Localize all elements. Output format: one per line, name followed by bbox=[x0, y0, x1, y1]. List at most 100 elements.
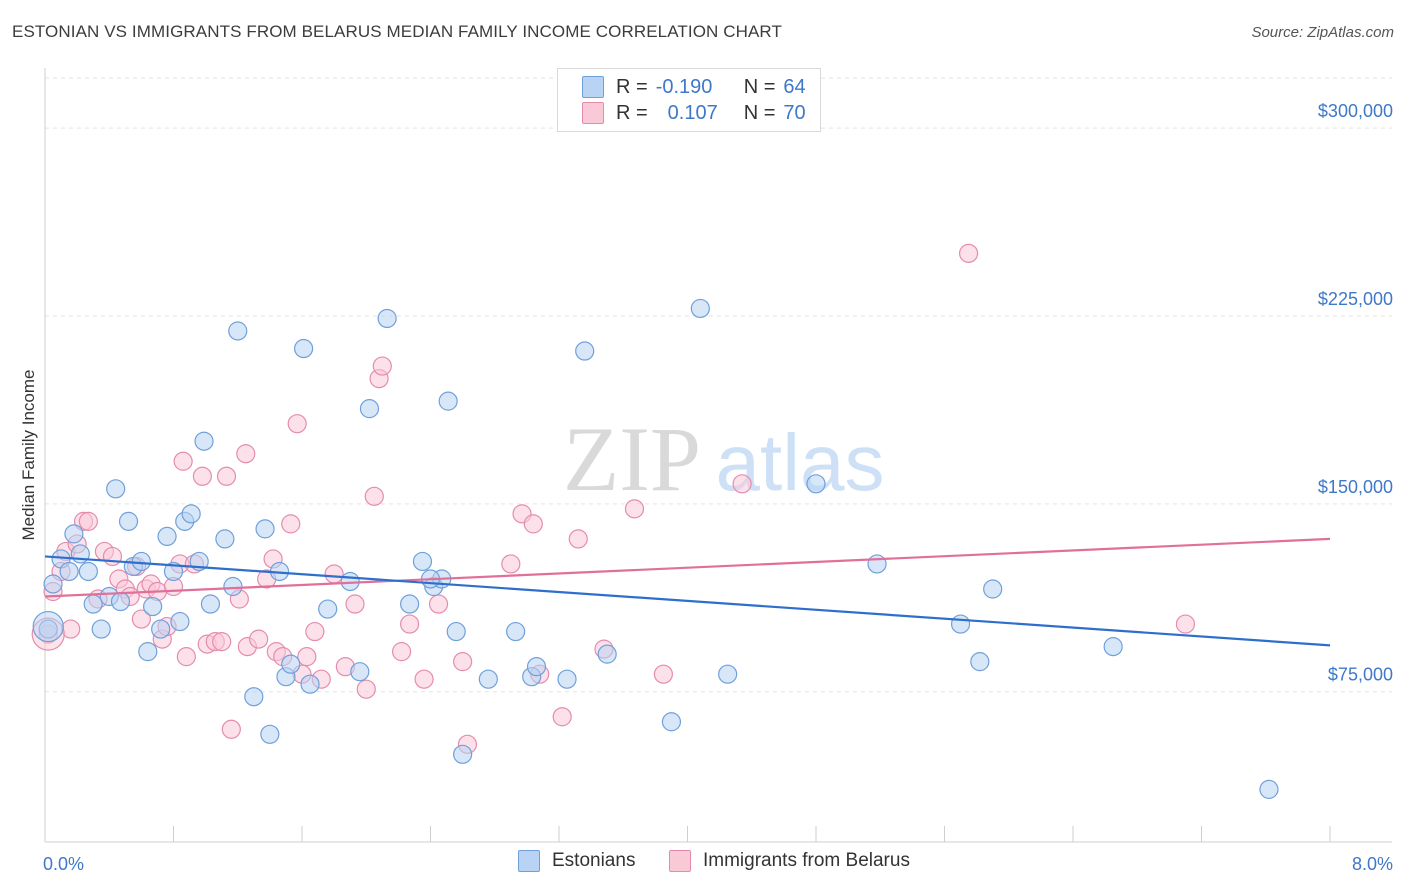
data-point bbox=[305, 621, 325, 642]
chart-title: ESTONIAN VS IMMIGRANTS FROM BELARUS MEDI… bbox=[12, 22, 782, 41]
y-tick-label: $75,000 bbox=[1328, 665, 1393, 685]
legend-swatch-pink bbox=[582, 102, 604, 124]
data-point bbox=[575, 341, 595, 361]
legend-row-estonians: R = -0.190 N = 64 bbox=[558, 74, 806, 100]
data-point bbox=[1175, 614, 1196, 634]
data-point bbox=[391, 642, 412, 662]
data-point bbox=[523, 514, 543, 534]
data-point bbox=[552, 707, 572, 727]
trend-line-estonians bbox=[44, 555, 1331, 647]
data-point bbox=[173, 451, 193, 471]
data-point bbox=[200, 594, 221, 614]
y-tick-label: $300,000 bbox=[1318, 101, 1393, 121]
data-point bbox=[661, 712, 682, 732]
data-point bbox=[151, 619, 171, 639]
data-point bbox=[597, 644, 617, 664]
legend-label-belarus: Immigrants from Belarus bbox=[703, 850, 910, 871]
data-point bbox=[43, 574, 63, 594]
x-tick-labels: 0.0% 8.0% bbox=[43, 854, 1393, 874]
data-point bbox=[143, 596, 163, 617]
data-point bbox=[138, 642, 158, 662]
data-point bbox=[501, 554, 521, 574]
correlation-legend: R = -0.190 N = 64 R = 0.107 N = 70 bbox=[557, 68, 821, 132]
legend-label-estonians: Estonians bbox=[552, 850, 636, 871]
data-point bbox=[983, 579, 1003, 599]
data-point bbox=[223, 576, 243, 597]
data-point bbox=[216, 466, 237, 486]
data-point bbox=[350, 662, 370, 682]
data-point bbox=[83, 594, 103, 614]
data-point bbox=[236, 444, 256, 464]
y-tick-label: $225,000 bbox=[1318, 289, 1393, 309]
data-point bbox=[181, 504, 201, 524]
data-point bbox=[194, 431, 214, 451]
data-point bbox=[249, 629, 269, 649]
data-point bbox=[215, 529, 235, 549]
data-point bbox=[364, 486, 384, 506]
data-point bbox=[356, 679, 376, 699]
data-point bbox=[732, 474, 752, 494]
data-point bbox=[163, 561, 184, 582]
data-point bbox=[506, 621, 526, 642]
data-point bbox=[157, 526, 177, 547]
watermark-zip: ZIP bbox=[563, 408, 701, 510]
data-point bbox=[958, 243, 979, 263]
data-point bbox=[372, 356, 392, 376]
legend-row-belarus: R = 0.107 N = 70 bbox=[558, 100, 806, 126]
data-point bbox=[59, 561, 79, 582]
series-estonians bbox=[32, 298, 1279, 799]
data-point bbox=[359, 399, 380, 419]
legend-n-label: N = bbox=[743, 75, 776, 98]
y-tick-label: $150,000 bbox=[1318, 477, 1393, 497]
data-point bbox=[1259, 779, 1279, 799]
watermark: ZIP atlas bbox=[563, 408, 884, 510]
data-point bbox=[255, 519, 275, 539]
data-point bbox=[690, 298, 710, 319]
data-point bbox=[377, 308, 397, 329]
legend-n-label: N = bbox=[743, 101, 776, 124]
legend-swatch-estonians bbox=[518, 850, 540, 872]
data-point bbox=[478, 669, 498, 689]
data-point bbox=[970, 652, 990, 672]
legend-swatch-belarus bbox=[669, 850, 691, 872]
data-point-cluster bbox=[32, 610, 64, 643]
y-axis-label: Median Family Income bbox=[19, 369, 38, 540]
data-point bbox=[91, 619, 111, 639]
data-point bbox=[446, 621, 466, 642]
data-point bbox=[526, 657, 547, 677]
data-point bbox=[453, 744, 473, 764]
x-tick-label-left: 0.0% bbox=[43, 854, 84, 874]
data-point bbox=[557, 669, 577, 689]
legend-r-value: -0.190 bbox=[655, 75, 713, 98]
data-point bbox=[192, 466, 213, 486]
trend-lines bbox=[44, 537, 1331, 647]
data-point bbox=[221, 719, 241, 739]
data-point bbox=[212, 632, 232, 652]
data-point bbox=[1103, 637, 1123, 657]
data-point bbox=[414, 669, 434, 689]
data-point bbox=[867, 554, 887, 574]
data-point bbox=[718, 664, 738, 684]
data-point bbox=[170, 611, 190, 632]
data-point bbox=[281, 654, 301, 674]
data-point bbox=[568, 529, 588, 549]
data-point bbox=[453, 652, 473, 672]
legend-item-estonians: Estonians bbox=[518, 850, 635, 872]
chart-source: Source: ZipAtlas.com bbox=[1251, 24, 1394, 41]
data-point bbox=[110, 591, 131, 612]
legend-item-belarus: Immigrants from Belarus bbox=[669, 850, 910, 872]
x-tick-label-right: 8.0% bbox=[1352, 854, 1393, 874]
legend-r-value: 0.107 bbox=[667, 101, 718, 124]
data-point bbox=[400, 594, 420, 614]
legend-n-value: 64 bbox=[783, 75, 806, 98]
watermark-atlas: atlas bbox=[716, 418, 885, 507]
data-point bbox=[624, 499, 645, 519]
data-point bbox=[64, 524, 84, 544]
y-tick-labels: $75,000 $150,000 $225,000 $300,000 bbox=[1318, 101, 1393, 685]
axes bbox=[44, 68, 1392, 843]
data-point bbox=[176, 647, 196, 667]
data-point bbox=[324, 564, 344, 584]
data-point bbox=[260, 724, 280, 744]
legend-r-label: R = bbox=[616, 101, 648, 124]
data-point bbox=[950, 614, 971, 634]
